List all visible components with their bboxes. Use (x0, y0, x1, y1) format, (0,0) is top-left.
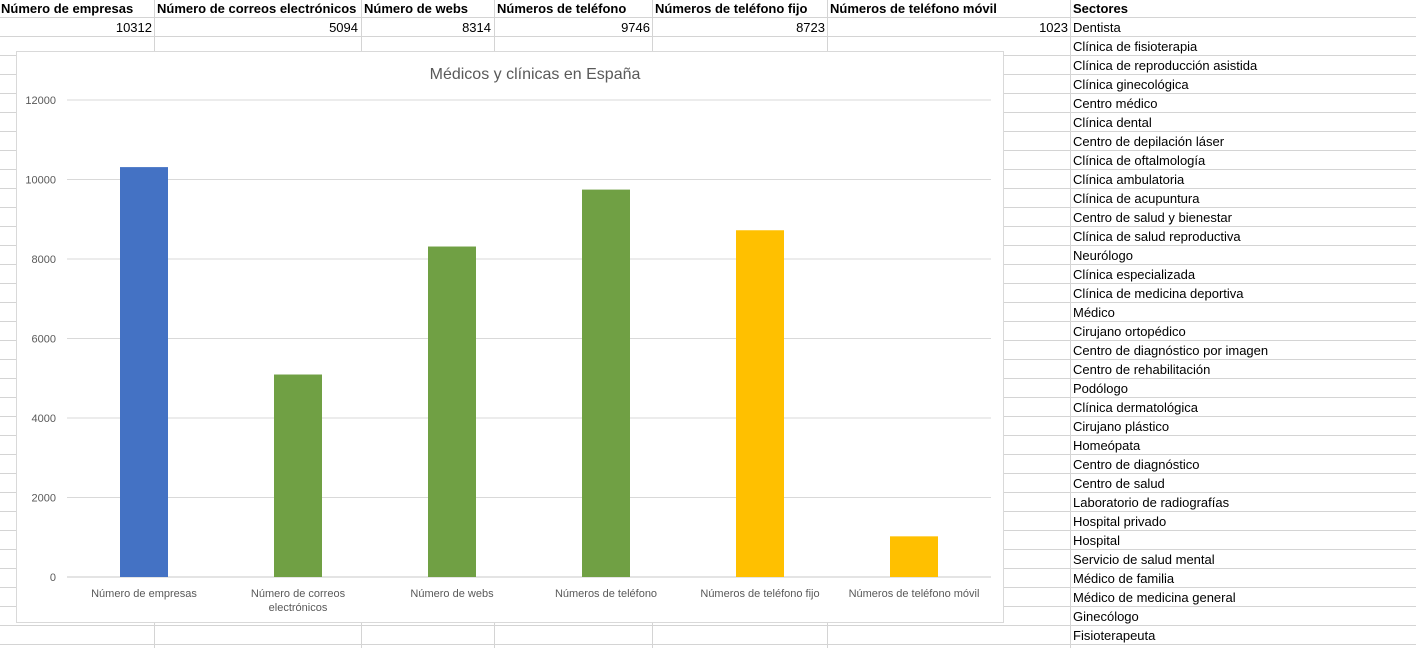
row-border (0, 17, 1416, 18)
sector-cell[interactable]: Clínica de acupuntura (1073, 191, 1200, 206)
sector-cell[interactable]: Hospital privado (1073, 514, 1167, 529)
sector-cell[interactable]: Podólogo (1073, 381, 1128, 396)
header-cell-telefono-fijo[interactable]: Números de teléfono fijo (655, 1, 808, 16)
sector-cell[interactable]: Centro de depilación láser (1073, 134, 1225, 149)
sector-cell[interactable]: Centro de diagnóstico (1073, 457, 1200, 472)
sector-cell[interactable]: Clínica de oftalmología (1073, 153, 1206, 168)
x-tick-label: electrónicos (269, 602, 328, 614)
bar (274, 374, 322, 577)
chart-canvas: Médicos y clínicas en España 0 2000 4000 600… (25, 66, 991, 614)
sector-cell[interactable]: Clínica de fisioterapia (1073, 39, 1198, 54)
value-cell-empresas[interactable]: 10312 (115, 20, 152, 35)
y-tick-label: 2000 (32, 493, 56, 505)
sector-cell[interactable]: Laboratorio de radiografías (1073, 495, 1230, 510)
value-cell-correos[interactable]: 5094 (329, 20, 358, 35)
value-cell-webs[interactable]: 8314 (462, 20, 491, 35)
x-tick-label: Números de teléfono móvil (849, 588, 980, 600)
x-tick-label: Número de correos (251, 588, 346, 600)
sector-cell[interactable]: Ginecólogo (1073, 609, 1139, 624)
header-cell-empresas[interactable]: Número de empresas (1, 1, 134, 16)
sector-cell[interactable]: Dentista (1073, 20, 1121, 35)
x-tick-label: Número de empresas (91, 588, 197, 600)
bar-chart[interactable]: Médicos y clínicas en España 0 2000 4000 600… (16, 51, 1004, 623)
sector-cell[interactable]: Servicio de salud mental (1073, 552, 1215, 567)
sector-cell[interactable]: Clínica de reproducción asistida (1073, 58, 1258, 73)
x-tick-label: Números de teléfono fijo (700, 588, 819, 600)
row-border (0, 625, 1416, 626)
header-cell-telefono[interactable]: Números de teléfono (497, 1, 627, 16)
sector-cell[interactable]: Centro médico (1073, 96, 1158, 111)
sector-cell[interactable]: Clínica ambulatoria (1073, 172, 1185, 187)
sector-cell[interactable]: Neurólogo (1073, 248, 1133, 263)
y-tick-label: 10000 (25, 175, 56, 187)
bar (736, 230, 784, 578)
sector-cell[interactable]: Centro de diagnóstico por imagen (1073, 343, 1269, 358)
y-tick-label: 0 (50, 572, 56, 584)
sector-cell[interactable]: Cirujano plástico (1073, 419, 1170, 434)
sector-cell[interactable]: Fisioterapeuta (1073, 628, 1156, 643)
bar (428, 246, 476, 577)
header-cell-correos[interactable]: Número de correos electrónicos (157, 1, 357, 16)
bar (120, 167, 168, 577)
value-cell-telefono-fijo[interactable]: 8723 (796, 20, 825, 35)
column-border (1070, 0, 1071, 648)
bar (890, 536, 938, 577)
x-tick-label: Número de webs (410, 588, 494, 600)
header-cell-webs[interactable]: Número de webs (364, 1, 469, 16)
sector-cell[interactable]: Clínica dental (1073, 115, 1152, 130)
sector-cell[interactable]: Homeópata (1073, 438, 1141, 453)
sector-cell[interactable]: Clínica ginecológica (1073, 77, 1189, 92)
sector-cell[interactable]: Médico de familia (1073, 571, 1175, 586)
sector-cell[interactable]: Clínica especializada (1073, 267, 1196, 282)
y-tick-label: 8000 (32, 254, 56, 266)
sector-cell[interactable]: Clínica de salud reproductiva (1073, 229, 1241, 244)
sector-cell[interactable]: Clínica de medicina deportiva (1073, 286, 1244, 301)
sector-cell[interactable]: Hospital (1073, 533, 1120, 548)
y-tick-label: 6000 (32, 334, 56, 346)
sector-cell[interactable]: Cirujano ortopédico (1073, 324, 1186, 339)
y-tick-label: 12000 (25, 95, 56, 107)
y-tick-label: 4000 (32, 413, 56, 425)
sector-cell[interactable]: Centro de salud y bienestar (1073, 210, 1232, 225)
row-border (0, 36, 1416, 37)
value-cell-telefono[interactable]: 9746 (621, 20, 650, 35)
sector-cell[interactable]: Médico de medicina general (1073, 590, 1236, 605)
sector-cell[interactable]: Centro de rehabilitación (1073, 362, 1211, 377)
sector-cell[interactable]: Centro de salud (1073, 476, 1165, 491)
sector-cell[interactable]: Clínica dermatológica (1073, 400, 1199, 415)
x-tick-label: Números de teléfono (555, 588, 657, 600)
header-cell-telefono-movil[interactable]: Números de teléfono móvil (830, 1, 997, 16)
row-border (0, 644, 1416, 645)
chart-title: Médicos y clínicas en España (430, 66, 641, 83)
sector-cell[interactable]: Médico (1073, 305, 1115, 320)
value-cell-telefono-movil[interactable]: 1023 (1039, 20, 1068, 35)
header-cell-sectores[interactable]: Sectores (1073, 1, 1128, 16)
bar (582, 189, 630, 577)
